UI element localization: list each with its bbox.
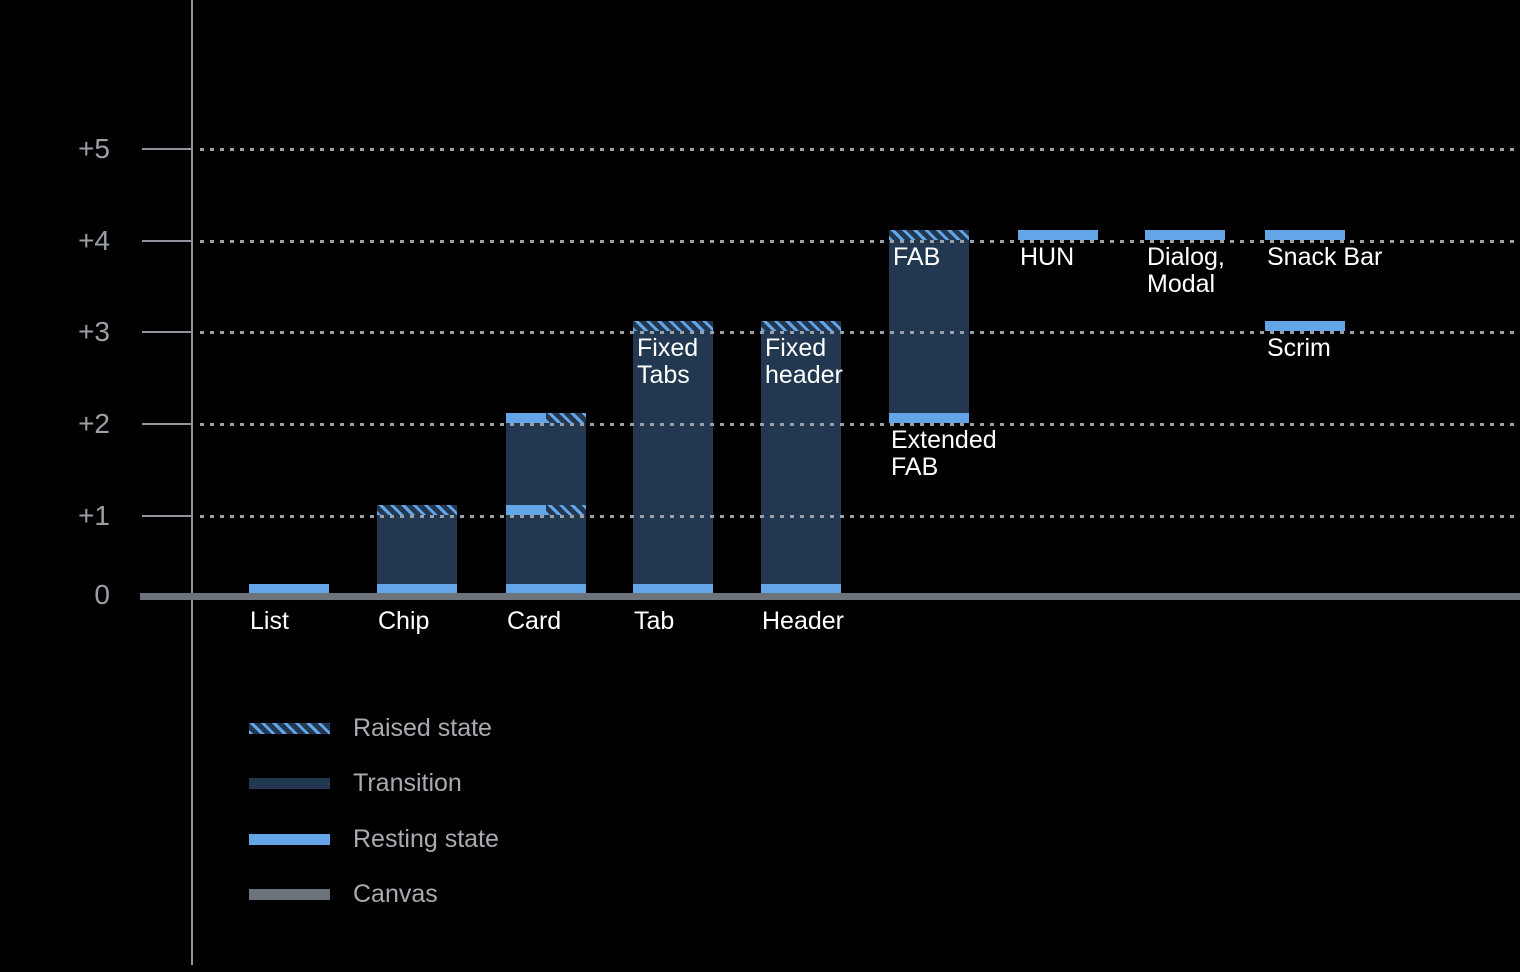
canvas-swatch: [249, 889, 330, 900]
gridline-dotted: [200, 240, 1520, 243]
axis-label-list: List: [250, 607, 289, 635]
resting-strip-dialog-modal: [1145, 230, 1225, 240]
transition-body-header: [761, 331, 841, 584]
below-label-hun: HUN: [1020, 243, 1075, 271]
raised-strip-card: [546, 505, 586, 515]
legend-row-raised: Raised state: [249, 710, 492, 746]
y-tick-label: +4: [78, 225, 110, 256]
y-tick-label: +3: [78, 316, 110, 347]
resting-strip-list: [249, 584, 329, 594]
below-label-extended-fab: Extended FAB: [891, 426, 997, 481]
raised-strip-header: [761, 321, 841, 331]
canvas-baseline: [140, 593, 1520, 600]
axis-label-header: Header: [762, 607, 844, 635]
legend-label: Canvas: [353, 880, 438, 908]
y-tick-mark: [142, 515, 192, 517]
resting-strip-tab: [633, 584, 713, 594]
y-tick-mark: [142, 331, 192, 333]
axis-label-tab: Tab: [634, 607, 675, 635]
transition-swatch: [249, 778, 330, 789]
resting-strip-chip: [377, 584, 457, 594]
y-tick-label: +5: [78, 133, 110, 164]
resting-strip-hun: [1018, 230, 1098, 240]
below-label-dialog-modal: Dialog, Modal: [1147, 243, 1225, 298]
resting-strip-card: [506, 584, 586, 594]
axis-label-card: Card: [507, 607, 562, 635]
transition-body-tab: [633, 331, 713, 584]
inner-label-header: Fixed header: [765, 334, 843, 389]
transition-body-card: [506, 515, 586, 584]
y-tick-label: +1: [78, 500, 110, 531]
resting-strip-card: [506, 505, 546, 515]
legend-row-transition: Transition: [249, 766, 462, 802]
legend-label: Raised state: [353, 713, 492, 742]
below-label-snack-bar: Snack Bar: [1267, 243, 1383, 271]
resting-strip-scrim: [1265, 321, 1345, 331]
transition-body-card: [506, 423, 586, 505]
y-tick-mark: [142, 240, 192, 242]
resting-strip-extended-fab: [889, 413, 969, 423]
resting-strip-header: [761, 584, 841, 594]
resting-strip-card: [506, 413, 546, 423]
y-axis-line: [191, 0, 193, 965]
legend-row-canvas: Canvas: [249, 877, 438, 913]
legend-label: Transition: [353, 769, 462, 797]
raised-strip-card: [546, 413, 586, 423]
gridline-dotted: [200, 423, 1520, 426]
y-tick-mark: [142, 148, 192, 150]
axis-label-chip: Chip: [378, 607, 430, 635]
inner-label-extended-fab: FAB: [893, 243, 941, 271]
raised-swatch: [249, 722, 330, 734]
inner-label-tab: Fixed Tabs: [637, 334, 699, 389]
y-tick-mark: [142, 423, 192, 425]
resting-strip-snack-bar: [1265, 230, 1345, 240]
y-tick-label: +2: [78, 408, 110, 439]
gridline-dotted: [200, 515, 1520, 518]
gridline-dotted: [200, 331, 1520, 334]
raised-strip-chip: [377, 505, 457, 515]
y-tick-label: 0: [94, 579, 110, 610]
gridline-dotted: [200, 148, 1520, 151]
raised-strip-extended-fab: [889, 230, 969, 240]
resting-swatch: [249, 833, 330, 845]
legend-row-resting: Resting state: [249, 821, 499, 857]
transition-body-chip: [377, 515, 457, 584]
raised-strip-tab: [633, 321, 713, 331]
legend-label: Resting state: [353, 824, 499, 853]
transition-body-extended-fab: [889, 240, 969, 413]
below-label-scrim: Scrim: [1267, 334, 1331, 362]
